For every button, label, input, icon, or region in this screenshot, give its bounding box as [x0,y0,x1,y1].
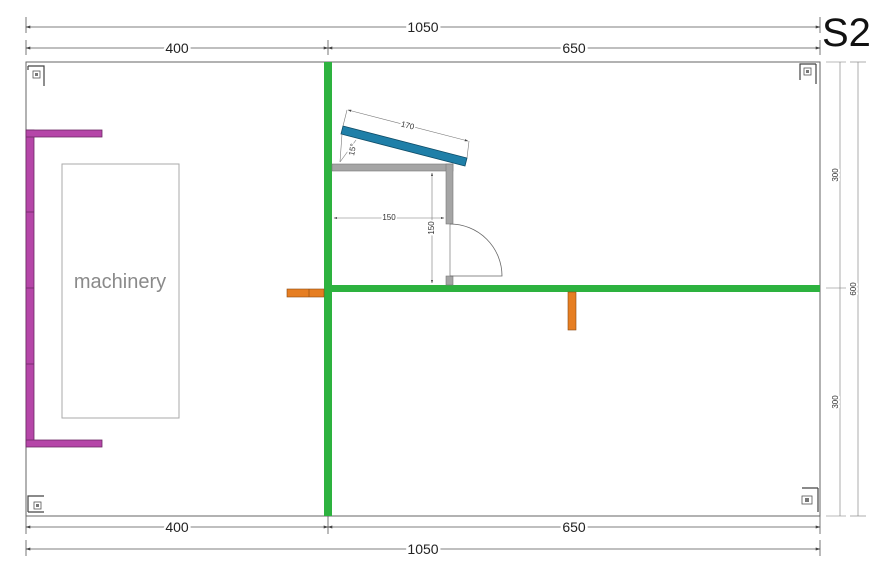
column-icon-top-left [27,65,45,86]
machinery-label: machinery [74,271,166,293]
dim-room-height: 150 [427,221,436,235]
dim-bottom-total: 1050 [407,541,438,557]
dim-top-left: 400 [165,40,189,56]
dim-panel-length: 170 [400,120,416,132]
room-dimension-width: 150 [333,212,445,224]
dim-bottom-right: 650 [562,519,586,535]
column-icon-bottom-left [27,495,44,513]
dim-right-lower: 300 [831,395,840,409]
door-swing [449,223,503,277]
purple-rack [25,129,103,448]
right-dimension-total: 600 [847,61,866,517]
dim-top-total: 1050 [407,19,438,35]
green-wall-horizontal [332,285,820,292]
top-dimension-total: 1050 [25,17,821,38]
orange-post-left [286,288,325,298]
top-dimension-split: 400 650 [25,38,821,59]
dim-bottom-left: 400 [165,519,189,535]
bottom-dimension-split: 400 650 [25,516,821,538]
green-wall-vertical [324,62,332,516]
blue-panel: 170 15° [339,109,470,167]
orange-post-right [567,291,577,331]
dim-right-upper: 300 [831,168,840,182]
column-icon-top-right [799,63,817,84]
small-room [331,163,454,286]
column-icon-bottom-right [801,487,819,512]
dim-top-right: 650 [562,40,586,56]
dim-room-width: 150 [382,213,396,222]
dim-panel-angle: 15° [347,143,358,156]
sheet-id: S2 [822,11,871,55]
bottom-dimension-total: 1050 [25,539,821,560]
dim-right-total: 600 [849,282,858,296]
machinery-area: machinery [61,163,180,419]
right-dimension-split: 300 300 [826,61,846,517]
room-dimension-height: 150 [426,172,438,284]
